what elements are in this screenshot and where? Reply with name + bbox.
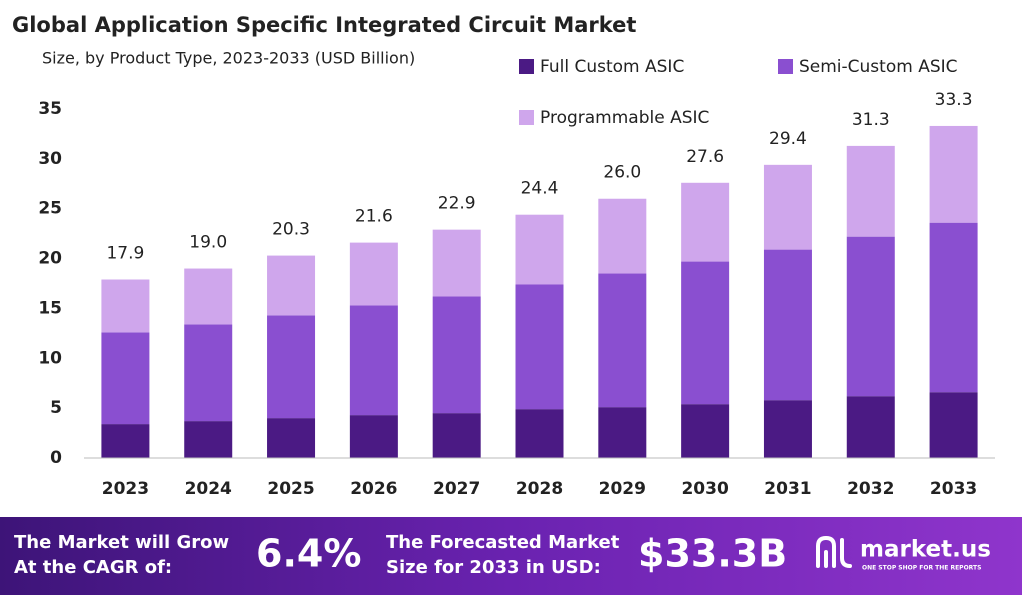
y-tick-label: 25 bbox=[38, 199, 62, 219]
total-label: 33.3 bbox=[935, 90, 973, 110]
bar-segment bbox=[929, 222, 978, 393]
bar-segment bbox=[432, 229, 481, 297]
total-label: 22.9 bbox=[438, 194, 476, 214]
x-tick-label: 2025 bbox=[267, 479, 314, 499]
forecast-value: $33.3B bbox=[638, 532, 787, 576]
bar-segment bbox=[598, 273, 647, 408]
x-tick-label: 2026 bbox=[350, 479, 397, 499]
legend-label: Semi-Custom ASIC bbox=[799, 57, 958, 77]
bar-segment bbox=[101, 424, 150, 458]
bar-segment bbox=[846, 236, 895, 397]
total-label: 19.0 bbox=[189, 233, 227, 253]
y-tick-label: 15 bbox=[38, 298, 62, 318]
y-tick-label: 0 bbox=[50, 448, 62, 468]
bar-segment bbox=[598, 407, 647, 458]
chart-title: Global Application Specific Integrated C… bbox=[12, 13, 636, 37]
legend-swatch bbox=[519, 110, 534, 125]
y-tick-label: 20 bbox=[38, 249, 62, 269]
bar-segment bbox=[432, 413, 481, 458]
bar-segment bbox=[267, 418, 316, 458]
bar-segment bbox=[929, 392, 978, 458]
bar-segment bbox=[515, 409, 564, 458]
y-tick-label: 5 bbox=[50, 398, 62, 418]
bar-segment bbox=[681, 182, 730, 262]
forecast-text: Size for 2033 in USD: bbox=[386, 557, 601, 578]
bar-segment bbox=[267, 255, 316, 316]
legend-label: Full Custom ASIC bbox=[540, 57, 684, 77]
bar-segment bbox=[681, 404, 730, 458]
forecast-text: The Forecasted Market bbox=[386, 532, 620, 553]
total-label: 20.3 bbox=[272, 220, 310, 240]
legend-swatch bbox=[778, 59, 793, 74]
x-tick-label: 2023 bbox=[102, 479, 149, 499]
brand-logo bbox=[816, 535, 852, 568]
x-tick-label: 2033 bbox=[930, 479, 977, 499]
y-tick-label: 35 bbox=[38, 99, 62, 119]
x-tick-label: 2031 bbox=[764, 479, 811, 499]
bar-segment bbox=[763, 400, 812, 458]
bar-segment bbox=[763, 249, 812, 401]
total-label: 31.3 bbox=[852, 110, 890, 130]
total-label: 21.6 bbox=[355, 207, 393, 227]
bar-segment bbox=[598, 198, 647, 274]
x-tick-label: 2030 bbox=[681, 479, 728, 499]
x-tick-label: 2029 bbox=[599, 479, 646, 499]
bar-segment bbox=[349, 305, 398, 416]
bar-segment bbox=[432, 296, 481, 414]
total-label: 27.6 bbox=[686, 147, 724, 167]
bar-segment bbox=[267, 315, 316, 419]
total-label: 29.4 bbox=[769, 129, 807, 149]
y-tick-label: 10 bbox=[38, 348, 62, 368]
plot-area: 0510152025303517.9202319.0202420.3202521… bbox=[38, 90, 978, 499]
cagr-value: 6.4% bbox=[256, 532, 361, 576]
x-tick-label: 2024 bbox=[185, 479, 232, 499]
chart-subtitle: Size, by Product Type, 2023-2033 (USD Bi… bbox=[42, 49, 415, 68]
bar-segment bbox=[681, 261, 730, 405]
x-tick-label: 2027 bbox=[433, 479, 480, 499]
bar-segment bbox=[763, 164, 812, 250]
cagr-text: At the CAGR of: bbox=[14, 557, 172, 578]
bar-segment bbox=[101, 279, 150, 333]
x-tick-label: 2028 bbox=[516, 479, 563, 499]
bar-segment bbox=[929, 125, 978, 223]
footer-banner bbox=[0, 517, 1022, 595]
bar-segment bbox=[349, 242, 398, 306]
logo-shape bbox=[840, 538, 852, 568]
bar-segment bbox=[101, 332, 150, 425]
legend: Full Custom ASIC Semi-Custom ASIC Programm… bbox=[519, 57, 958, 128]
bar-segment bbox=[184, 268, 233, 325]
bar-segment bbox=[515, 284, 564, 410]
legend-swatch bbox=[519, 59, 534, 74]
x-tick-label: 2032 bbox=[847, 479, 894, 499]
bar-segment bbox=[184, 421, 233, 458]
bar-segment bbox=[349, 415, 398, 458]
y-tick-label: 30 bbox=[38, 149, 62, 169]
total-label: 17.9 bbox=[106, 244, 144, 264]
cagr-text: The Market will Grow bbox=[14, 532, 229, 553]
brand-name: market.us bbox=[860, 537, 991, 563]
legend-label: Programmable ASIC bbox=[540, 108, 709, 128]
bar-segment bbox=[515, 214, 564, 285]
bar-segment bbox=[846, 396, 895, 458]
total-label: 26.0 bbox=[603, 163, 641, 183]
logo-shape bbox=[816, 535, 836, 568]
brand-tagline: ONE STOP SHOP FOR THE REPORTS bbox=[862, 565, 981, 572]
bar-segment bbox=[846, 145, 895, 237]
total-label: 24.4 bbox=[521, 179, 559, 199]
bar-segment bbox=[184, 324, 233, 422]
